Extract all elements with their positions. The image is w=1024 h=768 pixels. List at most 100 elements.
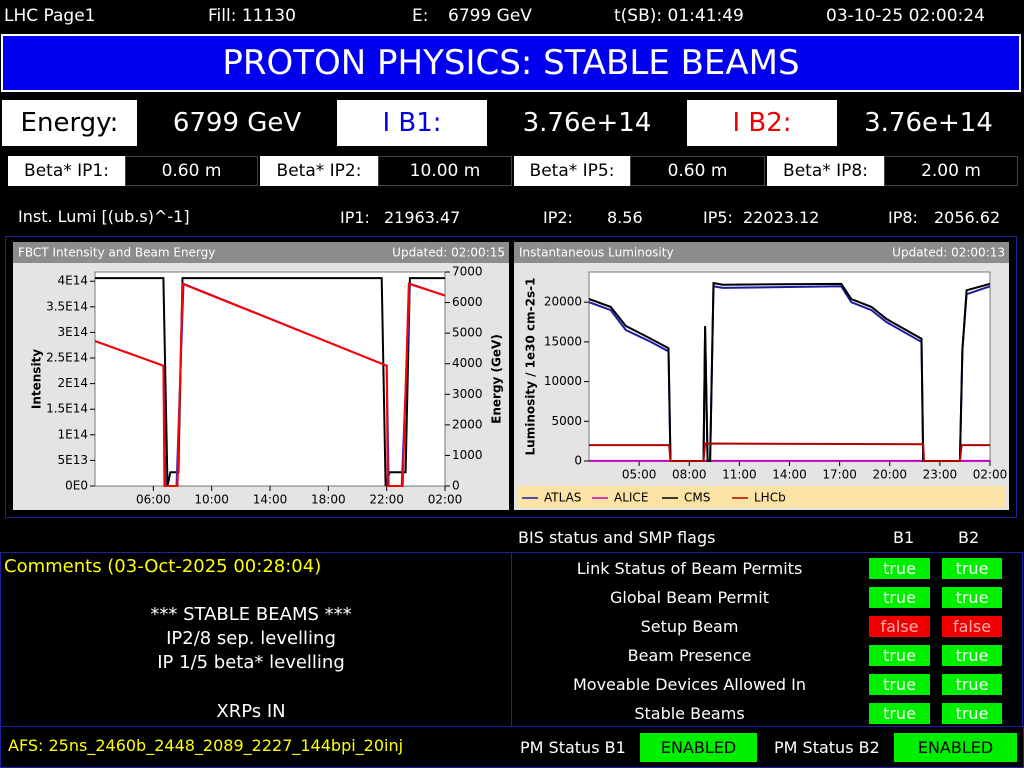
ib1-value: 3.76e+14	[522, 108, 652, 138]
x-tick-label: 02:00	[428, 493, 463, 507]
y-tick-label: 3E14	[58, 325, 89, 339]
legend-label: LHCb	[754, 491, 786, 505]
flag-name: Moveable Devices Allowed In	[572, 674, 807, 694]
flag-b1: true	[869, 703, 930, 724]
pm-b1: ENABLED	[640, 733, 757, 762]
series-line	[95, 282, 445, 487]
comments-box: Comments (03-Oct-2025 00:28:04) *** STAB…	[0, 552, 512, 727]
y2-tick-label: 4000	[452, 356, 483, 370]
lumi-ip-value: 21963.47	[384, 208, 461, 227]
legend-label: ATLAS	[544, 491, 581, 505]
y-tick-label: 1E14	[58, 427, 89, 441]
beta-value: 0.60 m	[630, 156, 765, 186]
flag-name: Stable Beams	[634, 703, 745, 723]
flags-box: Link Status of Beam Permits true true Globa…	[511, 552, 1023, 727]
flag-b2: true	[942, 703, 1002, 724]
y2-tick-label: 3000	[452, 387, 483, 401]
x-tick-label: 05:00	[622, 468, 657, 482]
y2-tick-label: 1000	[452, 448, 483, 462]
lumi-ip-label: IP5:	[703, 208, 733, 227]
y2-tick-label: 2000	[452, 417, 483, 431]
beta-label: Beta* IP5:	[514, 156, 630, 186]
panel-updated: Updated: 02:00:15	[392, 246, 505, 260]
y-tick-label: 5E13	[58, 453, 89, 467]
y-tick-label: 15000	[544, 334, 582, 348]
series-line	[95, 277, 445, 487]
x-tick-label: 11:00	[722, 468, 757, 482]
pm-b1-label: PM Status B1	[520, 738, 626, 757]
y-tick-label: 0E0	[65, 479, 88, 493]
page-name: LHC Page1	[4, 6, 96, 26]
y-tick-label: 1.5E14	[46, 402, 88, 416]
plot-area	[588, 271, 991, 462]
flags-title: BIS status and SMP flags	[518, 528, 716, 547]
afs: AFS: 25ns_2460b_2448_2089_2227_144bpi_20…	[8, 736, 404, 755]
flag-b2: true	[942, 645, 1002, 666]
intensity-chart: FBCT Intensity and Beam Energy Updated: 0…	[13, 242, 509, 510]
legend-label: CMS	[684, 491, 710, 505]
ib1-label: I B1:	[337, 100, 487, 146]
x-tick-label: 02:00	[973, 468, 1008, 482]
flag-b1: false	[869, 616, 930, 637]
lumi-ip-value: 8.56	[607, 208, 643, 227]
y2-tick-label: 5000	[452, 326, 483, 340]
lumi-ip-label: IP1:	[340, 208, 370, 227]
panel-title: Instantaneous Luminosity	[519, 246, 674, 260]
x-tick-label: 08:00	[672, 468, 707, 482]
flag-name: Link Status of Beam Permits	[576, 558, 803, 578]
lumi-ip-label: IP2:	[543, 208, 573, 227]
comment-line: *** STABLE BEAMS ***	[150, 604, 352, 625]
b2-header: B2	[958, 528, 980, 547]
flag-b1: true	[869, 558, 930, 579]
datetime: 03-10-25 02:00:24	[826, 6, 985, 26]
energy-row-label: Energy:	[2, 100, 137, 146]
pm-b2-label: PM Status B2	[774, 738, 880, 757]
x-tick-label: 23:00	[923, 468, 958, 482]
banner: PROTON PHYSICS: STABLE BEAMS	[1, 34, 1021, 92]
x-tick-label: 10:00	[194, 493, 229, 507]
beta-value: 2.00 m	[884, 156, 1018, 186]
pm-b2: ENABLED	[894, 733, 1017, 762]
comment-line: IP 1/5 beta* levelling	[157, 652, 345, 673]
y-tick-label: 0	[574, 454, 582, 468]
series-line	[589, 442, 990, 462]
y-axis-label: Luminosity / 1e30 cm-2s-1	[524, 278, 538, 456]
flag-b2: false	[942, 616, 1002, 637]
beta-value: 0.60 m	[125, 156, 258, 186]
legend-bg	[517, 486, 1006, 508]
y2-tick-label: 7000	[452, 265, 483, 279]
plot-area	[94, 271, 446, 487]
lumi-ip-value: 2056.62	[934, 208, 1001, 227]
x-tick-label: 14:00	[772, 468, 807, 482]
comment-note: XRPs IN	[216, 701, 286, 722]
time-stable-beams: t(SB): 01:41:49	[614, 6, 744, 26]
y-tick-label: 2E14	[58, 376, 89, 390]
flag-name: Setup Beam	[640, 616, 739, 636]
x-tick-label: 06:00	[136, 493, 171, 507]
flag-name: Global Beam Permit	[610, 587, 769, 607]
x-tick-label: 14:00	[253, 493, 288, 507]
panel-header	[514, 242, 1009, 263]
lumi-label: Inst. Lumi [(ub.s)^-1]	[18, 207, 190, 226]
y-tick-label: 3.5E14	[46, 299, 88, 313]
lumi-ip-label: IP8:	[888, 208, 918, 227]
energy-row-value: 6799 GeV	[172, 108, 302, 138]
y-tick-label: 10000	[544, 374, 582, 388]
flag-name: Beam Presence	[627, 645, 752, 665]
x-tick-label: 22:00	[369, 493, 404, 507]
ib2-value: 3.76e+14	[864, 108, 993, 138]
panel-title: FBCT Intensity and Beam Energy	[18, 246, 215, 260]
ib2-label: I B2:	[687, 100, 837, 146]
flag-b2: true	[942, 558, 1002, 579]
comment-lines: *** STABLE BEAMS *** IP2/8 sep. levelling…	[1, 603, 501, 675]
y-tick-label: 5000	[551, 414, 582, 428]
luminosity-chart: Instantaneous Luminosity Updated: 02:00:1…	[514, 242, 1009, 510]
x-tick-label: 17:00	[822, 468, 857, 482]
x-tick-label: 18:00	[311, 493, 346, 507]
panel-updated: Updated: 02:00:13	[892, 246, 1005, 260]
energy: 6799 GeV	[448, 6, 532, 26]
flag-b2: true	[942, 674, 1002, 695]
b1-header: B1	[893, 528, 915, 547]
flag-b2: true	[942, 587, 1002, 608]
